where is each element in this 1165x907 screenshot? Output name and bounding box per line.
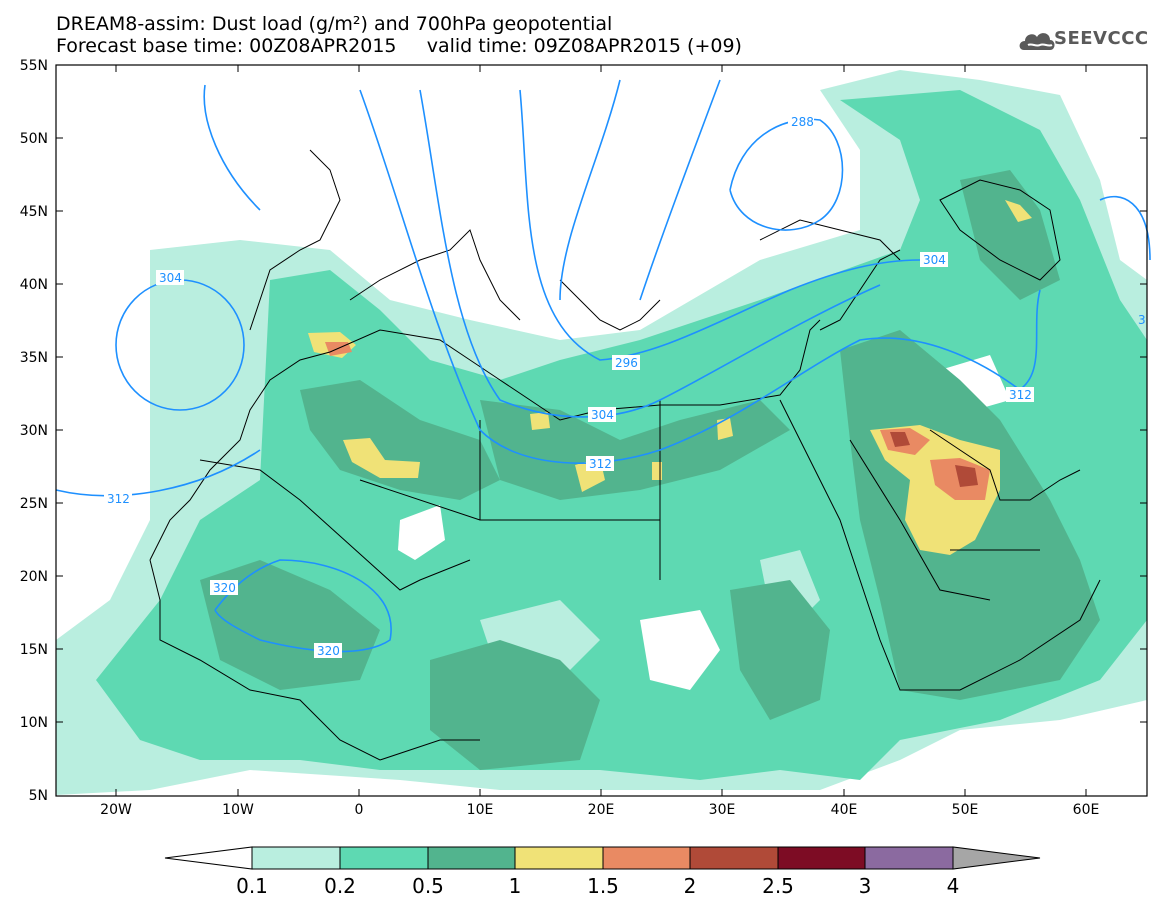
coastline (939, 179, 1061, 281)
lat-label: 5N (29, 788, 48, 804)
contour-296 (519, 89, 921, 361)
legend-label: 0.5 (412, 874, 444, 898)
lat-label: 35N (20, 350, 48, 366)
geopotential-contours (55, 79, 1151, 653)
contour-north (203, 84, 261, 211)
coastline (249, 149, 341, 331)
lat-label: 25N (20, 496, 48, 512)
contour-288 (729, 118, 844, 231)
dust-region-yellow (717, 418, 733, 440)
legend-swatch (514, 846, 604, 870)
dust-region-yellow (1005, 200, 1032, 222)
longitude-axis: 20W 10W 0 10E 20E 30E 40E 50E 60E (100, 65, 1099, 818)
lat-label: 30N (20, 423, 48, 439)
lon-label: 20W (100, 802, 132, 818)
country-border (849, 439, 1040, 601)
contour-label: 288 (791, 115, 814, 129)
lon-label: 0 (355, 802, 364, 818)
lon-label: 10E (467, 802, 494, 818)
contour-label: 296 (615, 356, 638, 370)
dust-region-brown (955, 465, 978, 487)
contour-label: 3 (1138, 313, 1146, 327)
lat-label: 40N (20, 277, 48, 293)
dust-region-medium (430, 640, 600, 770)
contour-meridional (559, 79, 621, 301)
map-subtitle-times: Forecast base time: 00Z08APR2015 valid t… (56, 35, 742, 57)
legend-swatch (864, 846, 954, 870)
dust-region-medium (960, 170, 1060, 300)
contour-meridional (639, 79, 721, 301)
dust-region-yellow (343, 438, 420, 478)
legend-label: 1 (509, 874, 522, 898)
dust-region-yellow (870, 425, 1000, 555)
lat-label: 20N (20, 569, 48, 585)
coastline (779, 399, 1101, 691)
contour-312-west (55, 449, 261, 497)
legend-lower-arrow (164, 846, 253, 870)
legend-upper-arrow (952, 846, 1041, 870)
lat-label: 50N (20, 131, 48, 147)
contour-label: 304 (923, 253, 946, 267)
coastline (759, 219, 901, 261)
contour-label: 320 (317, 644, 340, 658)
dust-region-medium (730, 580, 830, 720)
legend-label: 0.1 (236, 874, 268, 898)
coastline (149, 319, 821, 561)
dust-region-yellow (530, 412, 550, 430)
latitude-axis: 55N 50N 45N 40N 35N 30N 25N 20N 15N 10N … (20, 58, 1147, 804)
legend-label: 0.2 (324, 874, 356, 898)
color-legend (164, 846, 1041, 870)
dust-region-brown (890, 432, 910, 447)
contour-label: 304 (159, 271, 182, 285)
contour-label: 304 (591, 408, 614, 422)
contour-312-central (359, 89, 1021, 464)
lat-label: 45N (20, 204, 48, 220)
dust-gap (940, 355, 1010, 410)
legend-swatch (777, 846, 866, 870)
lon-label: 40E (831, 802, 858, 818)
legend-label: 3 (859, 874, 872, 898)
coastline (149, 559, 480, 761)
logo-text: SEEVCCC (1054, 28, 1149, 49)
country-border (199, 459, 471, 591)
lon-label: 60E (1073, 802, 1100, 818)
coastline (819, 249, 901, 331)
legend-label: 1.5 (587, 874, 619, 898)
coastline (559, 279, 661, 331)
coastline (929, 429, 1081, 501)
dust-region-medium (300, 380, 500, 500)
coastlines (149, 149, 1101, 761)
dust-region-medium (480, 400, 790, 500)
legend-labels: 0.1 0.2 0.5 1 1.5 2 2.5 3 4 (236, 874, 959, 898)
map-title: DREAM8-assim: Dust load (g/m²) and 700hP… (56, 13, 613, 35)
legend-swatch (339, 846, 429, 870)
legend-swatch (251, 846, 341, 870)
contour-label: 320 (213, 581, 236, 595)
legend-label: 2 (684, 874, 697, 898)
coastline (349, 229, 521, 321)
legend-swatch (427, 846, 516, 870)
dust-gap (640, 610, 720, 690)
legend-label: 2.5 (762, 874, 794, 898)
legend-swatch (689, 846, 779, 870)
lon-label: 10W (222, 802, 254, 818)
contour-label: 312 (107, 492, 130, 506)
contour-labels: 288 304 304 296 304 312 312 312 320 320 … (104, 114, 1146, 658)
lon-label: 50E (952, 802, 979, 818)
legend-label: 4 (947, 874, 960, 898)
lat-label: 10N (20, 715, 48, 731)
contour-320 (214, 559, 392, 653)
contour-label: 312 (589, 457, 612, 471)
contour-304-central (419, 89, 881, 418)
cloud-logo-icon (1019, 33, 1055, 50)
contour-label: 312 (1009, 388, 1032, 402)
country-border (359, 400, 661, 580)
legend-swatch (602, 846, 691, 870)
lat-label: 55N (20, 58, 48, 74)
lat-label: 15N (20, 642, 48, 658)
lon-label: 30E (709, 802, 736, 818)
lon-label: 20E (588, 802, 615, 818)
dust-gap (398, 505, 445, 560)
